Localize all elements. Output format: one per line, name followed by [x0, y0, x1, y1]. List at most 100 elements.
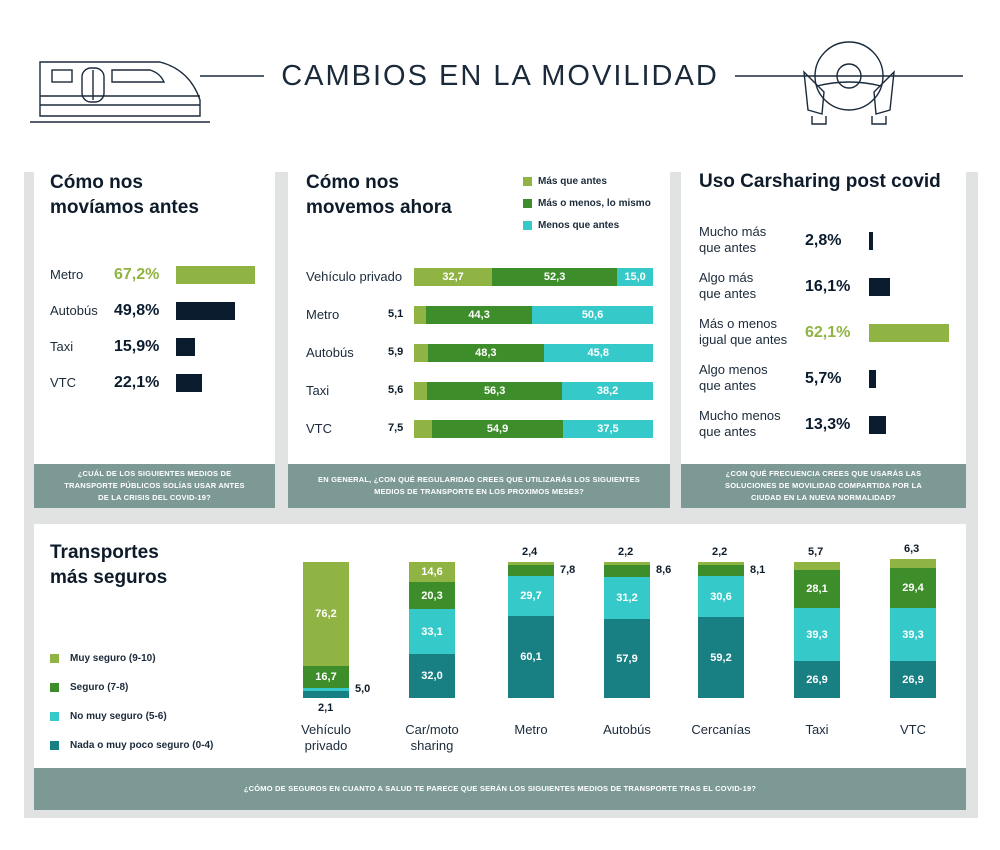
seguros-segment: 39,3	[794, 607, 840, 662]
carsharing-label-line: que antes	[699, 424, 757, 439]
page-title: CAMBIOS EN LA MOVILIDAD	[281, 60, 719, 92]
seguros-legend-label: Seguro (7-8)	[70, 682, 129, 693]
panel-ahora: Cómo nos movemos ahora Más que antes Más …	[288, 152, 670, 508]
seguros-segment: 14,6	[409, 562, 455, 582]
seguros-small-label: 8,6	[656, 564, 672, 577]
panel-antes-title: Cómo nos movíamos antes	[50, 170, 199, 220]
ahora-segment: 38,2	[561, 382, 654, 400]
seguros-category-label: Autobús	[582, 722, 672, 738]
seguros-segment	[794, 562, 840, 570]
seguros-category-line: VTC	[900, 722, 926, 737]
ahora-legend-swatch	[523, 199, 532, 208]
ahora-small-label: 5,9	[388, 346, 404, 358]
carsharing-label-line: Mucho menos	[699, 408, 781, 423]
seguros-segment: 31,2	[604, 576, 650, 620]
seguros-segment: 29,4	[890, 567, 936, 608]
carsharing-bar	[869, 278, 890, 296]
carsharing-value: 5,7%	[805, 370, 842, 387]
seguros-segment: 57,9	[604, 619, 650, 698]
ahora-segment	[414, 344, 429, 362]
carsharing-label-line: Algo menos	[699, 362, 768, 377]
seguros-small-label: 5,0	[355, 683, 371, 696]
ahora-small-label: 7,5	[388, 422, 404, 434]
carsharing-value: 16,1%	[805, 278, 851, 295]
seguros-segment: 60,1	[508, 616, 554, 698]
antes-value: 15,9%	[114, 338, 160, 355]
seguros-segment: 59,2	[698, 617, 744, 698]
seguros-segment: 28,1	[794, 569, 840, 608]
seguros-segment: 16,7	[303, 665, 349, 689]
panel-antes-question: ¿CUÁL DE LOS SIGUIENTES MEDIOS DE TRANSP…	[34, 464, 275, 508]
seguros-segment	[508, 562, 554, 566]
seguros-category-line: sharing	[410, 738, 454, 753]
seguros-category-label: Cercanías	[676, 722, 766, 738]
panel-seguros-question: ¿CÓMO DE SEGUROS EN CUANTO A SALUD TE PA…	[34, 768, 966, 810]
panel-ahora-question: EN GENERAL, ¿CON QUÉ REGULARIDAD CREES Q…	[288, 464, 670, 508]
ahora-segment: 45,8	[543, 344, 653, 362]
panel-ahora-title: Cómo nos movemos ahora	[306, 170, 452, 220]
ahora-segment: 37,5	[563, 420, 653, 438]
panel-seguros-title-line2: más seguros	[50, 567, 168, 588]
ahora-label: Taxi	[306, 383, 330, 398]
panel-carsharing-title: Uso Carsharing post covid	[699, 171, 941, 192]
carsharing-label: Mucho más que antes	[699, 224, 766, 256]
seguros-legend-label: Muy seguro (9-10)	[70, 653, 156, 664]
antes-value: 49,8%	[114, 302, 160, 319]
antes-label: Taxi	[50, 339, 74, 354]
panel-ahora-title-line1: Cómo nos	[306, 172, 399, 193]
seguros-category-line: privado	[304, 738, 348, 753]
panel-antes-title-line1: Cómo nos	[50, 172, 143, 193]
seguros-legend-label: No muy seguro (5-6)	[70, 711, 167, 722]
seguros-small-label: 8,1	[750, 563, 766, 576]
ahora-legend-label: Más o menos, lo mismo	[538, 198, 651, 209]
ahora-label: VTC	[306, 421, 332, 436]
seguros-small-label: 2,1	[318, 702, 334, 714]
ahora-segment: 48,3	[428, 344, 544, 362]
carsharing-label-line: Algo más	[699, 270, 754, 285]
antes-bar	[176, 374, 202, 392]
ahora-legend-swatch	[523, 221, 532, 230]
seguros-segment	[698, 561, 744, 565]
seguros-segment: 29,7	[508, 575, 554, 617]
seguros-segment: 26,9	[794, 661, 840, 698]
carsharing-label-line: igual que antes	[699, 332, 788, 347]
seguros-small-label: 2,2	[712, 545, 728, 558]
antes-label: Autobús	[50, 303, 98, 318]
panel-seguros-title: Transportes más seguros	[50, 540, 167, 590]
carsharing-value: 13,3%	[805, 416, 851, 433]
header-decoration	[30, 41, 963, 125]
carsharing-label-line: que antes	[699, 240, 757, 255]
antes-bar	[176, 302, 235, 320]
seguros-category-label: Car/moto sharing	[387, 722, 477, 754]
seguros-small-label: 2,4	[522, 546, 538, 558]
carsharing-bar	[869, 370, 877, 388]
seguros-segment	[604, 562, 650, 566]
panel-antes: Cómo nos movíamos antes Metro 67,2% Autobú…	[34, 152, 275, 508]
ahora-segment	[414, 420, 432, 438]
ahora-segment: 54,9	[431, 420, 564, 438]
ahora-label: Metro	[306, 307, 340, 322]
seguros-segment: 26,9	[890, 661, 936, 698]
carsharing-value: 2,8%	[805, 232, 842, 249]
carsharing-label: Mucho menos que antes	[699, 408, 781, 440]
antes-label: Metro	[50, 267, 84, 282]
carsharing-label: Algo menos que antes	[699, 362, 768, 394]
panel-carsharing-question: ¿CON QUÉ FRECUENCIA CREES QUE USARÁS LAS…	[681, 464, 966, 508]
carsharing-label-line: Mucho más	[699, 224, 767, 239]
ahora-segment	[414, 306, 427, 324]
ahora-legend-swatch	[523, 177, 532, 186]
seguros-legend-label: Nada o muy poco seguro (0-4)	[70, 740, 214, 751]
carsharing-value: 62,1%	[805, 324, 851, 341]
ahora-segment: 56,3	[427, 382, 562, 400]
seguros-small-label: 2,2	[618, 546, 634, 559]
seguros-category-label: Taxi	[772, 722, 862, 738]
panel-seguros: Transportes más seguros Muy seguro (9-10…	[34, 524, 966, 810]
panel-seguros-title-line1: Transportes	[50, 542, 159, 563]
seguros-category-label: Metro	[486, 722, 576, 738]
seguros-segment	[303, 691, 349, 698]
seguros-segment	[604, 565, 650, 577]
seguros-segment: 76,2	[303, 562, 349, 666]
antes-bar	[176, 266, 255, 284]
ahora-small-label: 5,1	[388, 308, 404, 320]
carsharing-label-line: Más o menos	[699, 316, 778, 331]
